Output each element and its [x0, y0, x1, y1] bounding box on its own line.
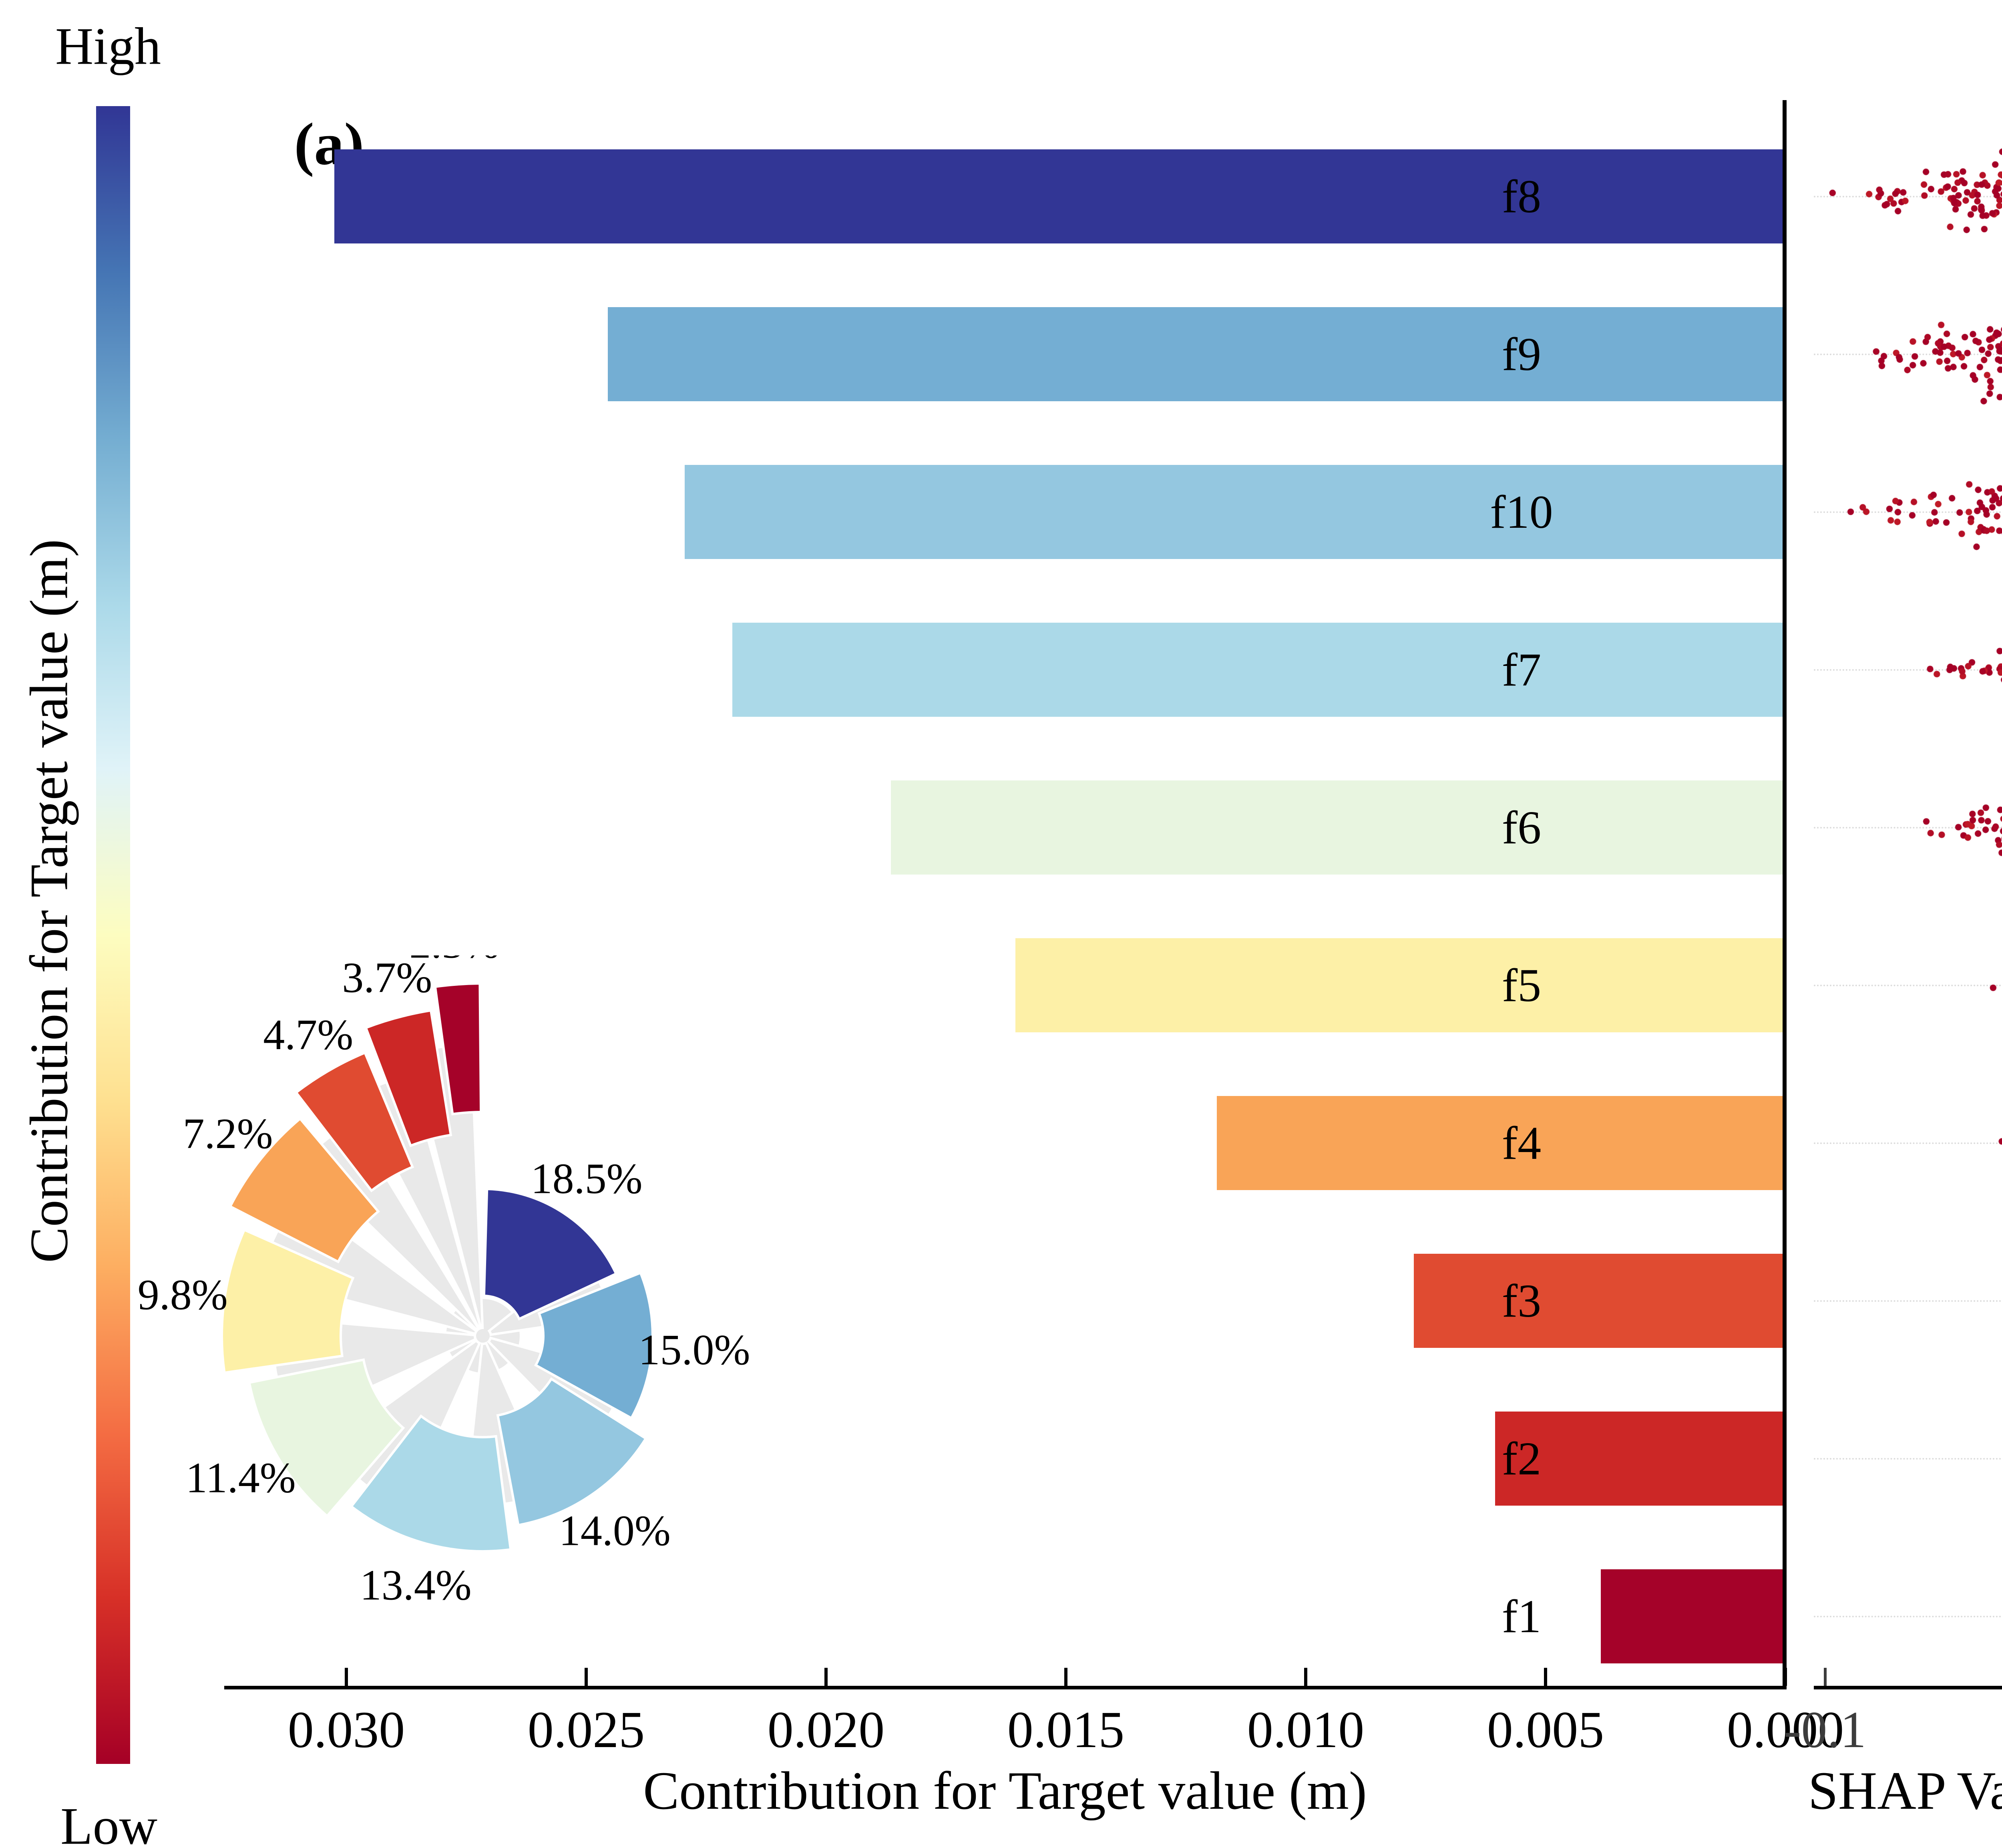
- panel-a-tick-label: 0.000: [1727, 1701, 1844, 1759]
- panel-a-tick-label: 0.015: [1007, 1701, 1125, 1759]
- bar-label-f8: f8: [1502, 170, 1542, 223]
- rose-wedge: [294, 1051, 414, 1192]
- rose-pct-label: 15.0%: [638, 1326, 750, 1374]
- panel-a-x-axis-line: [224, 1686, 1787, 1689]
- bar-label-f6: f6: [1502, 801, 1542, 854]
- rose-pct-label: 11.4%: [186, 1454, 296, 1502]
- panel-a-tick-label: 0.005: [1487, 1701, 1604, 1759]
- colorbar-left: [96, 106, 130, 1764]
- rose-wedge: [434, 982, 482, 1116]
- panel-b-tick-label: -0.1: [1784, 1701, 1866, 1759]
- bar-f4: [1217, 1096, 1783, 1190]
- panel-a-tick-mark: [1544, 1668, 1547, 1686]
- bar-label-f5: f5: [1502, 959, 1542, 1011]
- rose-wedge: [350, 1414, 512, 1552]
- bar-f8: [334, 149, 1783, 243]
- bar-label-f10: f10: [1490, 486, 1553, 538]
- bar-f9: [607, 307, 1783, 401]
- panel-a-tick-mark: [345, 1668, 348, 1686]
- panel-a-tick-label: 0.030: [287, 1701, 405, 1759]
- y-axis-title-left: Contribution for Target value (m): [19, 539, 79, 1263]
- rose-pct-label: 9.8%: [138, 1271, 228, 1319]
- bar-label-f7: f7: [1502, 643, 1542, 696]
- bar-f7: [732, 623, 1783, 717]
- panel-a-tick-mark: [1064, 1668, 1067, 1686]
- rose-pct-label: 2.3%: [409, 955, 499, 967]
- bar-label-f1: f1: [1502, 1590, 1542, 1643]
- panel-a-tick-label: 0.025: [527, 1701, 645, 1759]
- bar-f1: [1600, 1569, 1783, 1663]
- panel-a-tick-mark: [1304, 1668, 1307, 1686]
- bar-label-f9: f9: [1502, 328, 1542, 380]
- rose-pct-label: 7.2%: [183, 1110, 273, 1158]
- rose-pct-label: 13.4%: [360, 1562, 472, 1609]
- rose-wedge: [534, 1271, 654, 1420]
- panel-a-tick-label: 0.010: [1247, 1701, 1365, 1759]
- rose-wedge: [364, 1009, 452, 1147]
- panel-b-tick-mark: [1824, 1668, 1827, 1686]
- bar-label-f2: f2: [1502, 1432, 1542, 1485]
- bar-label-f4: f4: [1502, 1117, 1542, 1169]
- colorbar-left-low-label: Low: [60, 1796, 157, 1848]
- rose-pct-label: 18.5%: [531, 1155, 643, 1203]
- bar-f3: [1413, 1254, 1783, 1348]
- panel-b-x-axis-title: SHAP Value (impact on model output): [1808, 1761, 2002, 1821]
- rose-wedge: [482, 1188, 618, 1321]
- bar-f5: [1015, 938, 1783, 1032]
- rose-pct-label: 14.0%: [559, 1507, 671, 1555]
- rose-wedge: [228, 1117, 380, 1263]
- panel-a-tick-mark: [585, 1668, 588, 1686]
- bar-f2: [1495, 1412, 1783, 1506]
- panel-a-x-axis-title: Contribution for Target value (m): [643, 1761, 1367, 1821]
- panel-a-tick-mark: [824, 1668, 828, 1686]
- rose-wedge: [248, 1358, 405, 1518]
- beeswarm-canvas: [1814, 104, 2002, 1686]
- rose-wedge: [221, 1228, 355, 1374]
- colorbar-left-high-label: High: [55, 16, 161, 76]
- bar-f6: [890, 780, 1783, 875]
- rose-pie-inset: 18.5% 15.0% 14.0% 13.4% 11.4% 9.8% 7.2% 4.7% 3.7…: [138, 955, 750, 1609]
- bar-f10: [684, 465, 1783, 559]
- rose-pct-label: 3.7%: [342, 955, 432, 1001]
- rose-wedge: [496, 1377, 648, 1527]
- bar-label-f3: f3: [1502, 1275, 1542, 1327]
- panel-a-tick-label: 0.020: [767, 1701, 885, 1759]
- rose-pct-label: 4.7%: [263, 1011, 353, 1059]
- panel-separator-line: [1783, 100, 1787, 1688]
- panel-b-x-axis-line: [1814, 1686, 2002, 1689]
